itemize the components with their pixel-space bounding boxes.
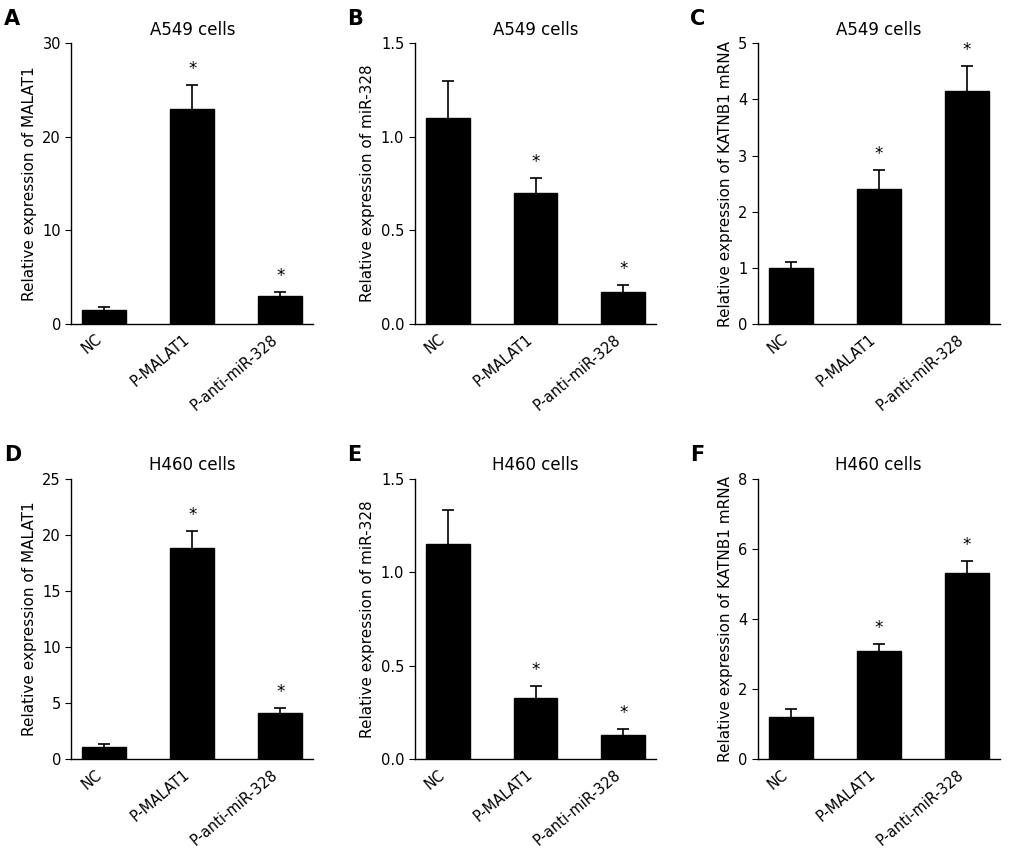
Title: A549 cells: A549 cells xyxy=(150,21,234,39)
Text: E: E xyxy=(346,444,361,465)
Bar xyxy=(944,573,987,759)
Text: C: C xyxy=(690,9,705,29)
Title: H460 cells: H460 cells xyxy=(492,457,578,474)
Title: A549 cells: A549 cells xyxy=(836,21,920,39)
Title: H460 cells: H460 cells xyxy=(149,457,235,474)
Text: *: * xyxy=(276,268,284,285)
Title: H460 cells: H460 cells xyxy=(835,457,921,474)
Y-axis label: Relative expression of MALAT1: Relative expression of MALAT1 xyxy=(21,66,37,301)
Y-axis label: Relative expression of KATNB1 mRNA: Relative expression of KATNB1 mRNA xyxy=(716,41,732,326)
Bar xyxy=(425,118,469,324)
Bar xyxy=(425,544,469,759)
Bar xyxy=(601,293,645,324)
Bar xyxy=(768,717,812,759)
Bar xyxy=(944,91,987,324)
Bar xyxy=(768,268,812,324)
Bar xyxy=(83,310,126,324)
Text: F: F xyxy=(690,444,704,465)
Bar xyxy=(601,735,645,759)
Bar xyxy=(513,697,557,759)
Text: *: * xyxy=(531,661,539,679)
Y-axis label: Relative expression of MALAT1: Relative expression of MALAT1 xyxy=(21,501,37,736)
Text: *: * xyxy=(619,704,627,722)
Text: *: * xyxy=(187,507,197,525)
Text: *: * xyxy=(873,144,882,162)
Bar xyxy=(170,548,214,759)
Bar xyxy=(513,193,557,324)
Text: *: * xyxy=(531,153,539,171)
Text: *: * xyxy=(962,536,970,554)
Bar xyxy=(856,651,900,759)
Text: *: * xyxy=(276,683,284,701)
Text: B: B xyxy=(346,9,363,29)
Bar xyxy=(856,189,900,324)
Text: *: * xyxy=(873,619,882,637)
Text: *: * xyxy=(187,60,197,79)
Bar xyxy=(170,109,214,324)
Text: *: * xyxy=(619,260,627,278)
Title: A549 cells: A549 cells xyxy=(492,21,578,39)
Y-axis label: Relative expression of KATNB1 mRNA: Relative expression of KATNB1 mRNA xyxy=(716,476,732,762)
Bar xyxy=(258,296,302,324)
Bar xyxy=(258,714,302,759)
Y-axis label: Relative expression of miR-328: Relative expression of miR-328 xyxy=(360,501,375,738)
Bar xyxy=(83,747,126,759)
Text: *: * xyxy=(962,41,970,59)
Y-axis label: Relative expression of miR-328: Relative expression of miR-328 xyxy=(360,65,375,302)
Text: D: D xyxy=(4,444,21,465)
Text: A: A xyxy=(4,9,19,29)
